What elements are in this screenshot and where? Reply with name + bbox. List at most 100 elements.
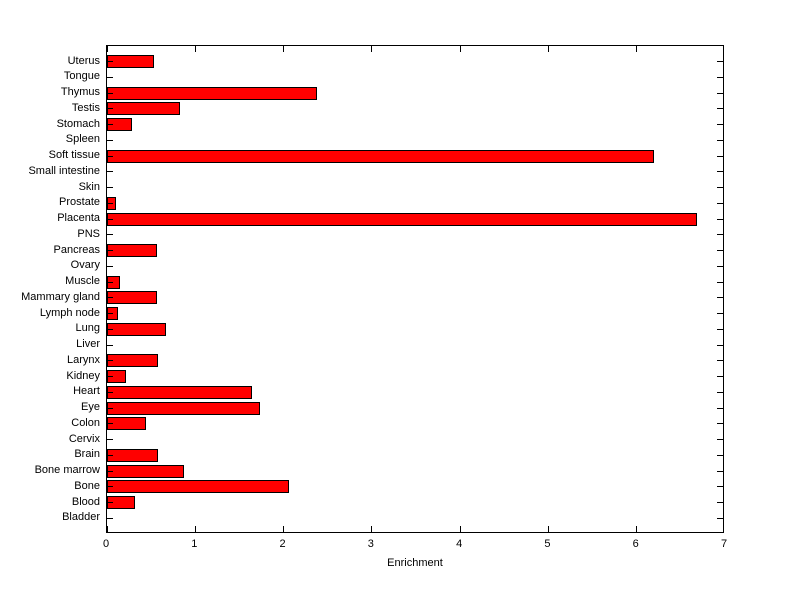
y-tick-left: [107, 234, 113, 236]
y-axis-label-spleen: Spleen: [65, 133, 100, 146]
bar-placenta: [107, 212, 697, 226]
y-tick-right: [717, 391, 723, 393]
y-tick-right: [717, 187, 723, 189]
y-axis-label-lung: Lung: [75, 322, 100, 335]
y-tick-right: [717, 517, 723, 519]
y-tick-left: [107, 360, 113, 362]
y-tick-right: [717, 470, 723, 472]
bar-eye: [107, 401, 261, 415]
bar-pancreas: [107, 244, 158, 258]
bar-brain: [107, 448, 159, 462]
x-tick-top: [547, 46, 549, 52]
y-tick-right: [717, 439, 723, 441]
y-tick-right: [717, 139, 723, 141]
y-axis-label-skin: Skin: [78, 180, 100, 193]
y-axis-label-cervix: Cervix: [68, 432, 100, 445]
y-tick-left: [107, 281, 113, 283]
y-tick-left: [107, 344, 113, 346]
y-axis-label-larynx: Larynx: [66, 353, 100, 366]
y-tick-left: [107, 61, 113, 63]
y-tick-left: [107, 171, 113, 173]
y-tick-left: [107, 454, 113, 456]
y-tick-right: [717, 124, 723, 126]
y-tick-right: [717, 486, 723, 488]
y-tick-left: [107, 423, 113, 425]
bar-lung: [107, 322, 166, 336]
y-tick-left: [107, 202, 113, 204]
bar-bone-marrow: [107, 464, 185, 478]
y-tick-left: [107, 139, 113, 141]
x-tick-label-3: 3: [367, 538, 374, 550]
y-tick-right: [717, 454, 723, 456]
x-tick-bottom: [723, 526, 724, 532]
x-tick-bottom: [194, 526, 196, 532]
y-tick-right: [717, 234, 723, 236]
y-axis-label-bladder: Bladder: [62, 511, 100, 524]
x-axis-title: Enrichment: [387, 557, 443, 569]
y-tick-left: [107, 313, 113, 315]
x-tick-top: [283, 46, 285, 52]
y-tick-left: [107, 407, 113, 409]
y-tick-left: [107, 265, 113, 267]
y-tick-left: [107, 297, 113, 299]
y-axis-label-prostate: Prostate: [59, 196, 100, 209]
x-tick-bottom: [459, 526, 461, 532]
y-tick-right: [717, 76, 723, 78]
y-axis-label-muscle: Muscle: [65, 275, 100, 288]
y-tick-right: [717, 155, 723, 157]
x-tick-top: [107, 46, 108, 52]
bar-testis: [107, 102, 181, 116]
x-tick-top: [636, 46, 638, 52]
y-tick-left: [107, 517, 113, 519]
y-tick-right: [717, 407, 723, 409]
y-tick-right: [717, 502, 723, 504]
y-tick-left: [107, 250, 113, 252]
x-tick-top: [194, 46, 196, 52]
y-tick-right: [717, 61, 723, 63]
y-axis-label-tongue: Tongue: [63, 70, 100, 83]
y-tick-right: [717, 313, 723, 315]
y-axis-label-colon: Colon: [71, 416, 100, 429]
bar-heart: [107, 385, 253, 399]
y-tick-right: [717, 297, 723, 299]
y-tick-left: [107, 124, 113, 126]
y-axis-label-stomach: Stomach: [56, 117, 100, 130]
x-tick-bottom: [636, 526, 638, 532]
x-tick-bottom: [547, 526, 549, 532]
y-tick-left: [107, 439, 113, 441]
y-axis-label-lymph-node: Lymph node: [39, 306, 100, 319]
x-tick-label-6: 6: [632, 538, 639, 550]
y-tick-left: [107, 218, 113, 220]
y-tick-right: [717, 281, 723, 283]
bar-bone: [107, 480, 290, 494]
y-tick-right: [717, 265, 723, 267]
y-tick-right: [717, 92, 723, 94]
y-axis-label-heart: Heart: [73, 385, 100, 398]
y-axis-label-liver: Liver: [76, 338, 100, 351]
y-tick-right: [717, 423, 723, 425]
x-tick-bottom: [283, 526, 285, 532]
x-tick-label-0: 0: [102, 538, 110, 550]
y-tick-left: [107, 391, 113, 393]
y-tick-right: [717, 108, 723, 110]
y-tick-right: [717, 218, 723, 220]
y-axis-label-mammary-gland: Mammary gland: [21, 290, 100, 303]
x-tick-label-4: 4: [456, 538, 463, 550]
y-tick-left: [107, 108, 113, 110]
plot-area: [106, 45, 724, 533]
y-axis-label-uterus: Uterus: [67, 54, 100, 67]
y-axis-label-pns: PNS: [77, 227, 100, 240]
y-tick-left: [107, 376, 113, 378]
x-tick-top: [371, 46, 373, 52]
bar-uterus: [107, 55, 154, 69]
y-axis-label-blood: Blood: [71, 495, 100, 508]
y-axis-label-kidney: Kidney: [66, 369, 100, 382]
y-tick-left: [107, 92, 113, 94]
bar-thymus: [107, 86, 318, 100]
y-axis-label-testis: Testis: [71, 101, 100, 114]
x-tick-label-1: 1: [191, 538, 198, 550]
y-tick-left: [107, 470, 113, 472]
x-tick-label-5: 5: [544, 538, 551, 550]
y-tick-left: [107, 76, 113, 78]
